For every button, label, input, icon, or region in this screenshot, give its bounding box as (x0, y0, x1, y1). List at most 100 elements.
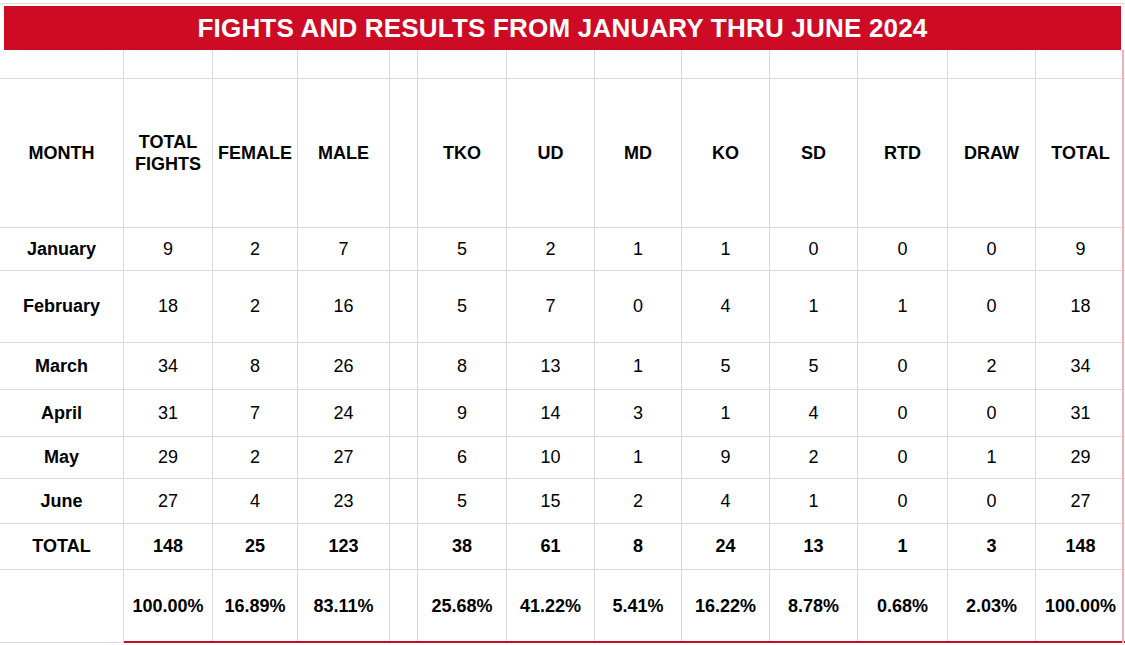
total-value-cell[interactable]: 61 (507, 524, 595, 570)
column-header-sd[interactable]: SD (770, 79, 858, 228)
column-header-ko[interactable]: KO (682, 79, 770, 228)
column-header-spacer[interactable] (390, 79, 418, 228)
value-cell[interactable]: 18 (124, 271, 213, 343)
total-value-cell[interactable]: 123 (298, 524, 390, 570)
empty-cell[interactable] (507, 50, 595, 79)
value-cell[interactable]: 1 (770, 271, 858, 343)
value-cell[interactable]: 23 (298, 479, 390, 524)
spacer-cell[interactable] (390, 524, 418, 570)
value-cell[interactable]: 4 (682, 271, 770, 343)
column-header-md[interactable]: MD (595, 79, 682, 228)
value-cell[interactable]: 2 (213, 228, 298, 271)
column-header-total[interactable]: TOTAL (1036, 79, 1125, 228)
column-header-female[interactable]: FEMALE (213, 79, 298, 228)
value-cell[interactable]: 2 (948, 343, 1036, 390)
value-cell[interactable]: 9 (1036, 228, 1125, 271)
total-value-cell[interactable]: 13 (770, 524, 858, 570)
percent-cell[interactable]: 5.41% (595, 570, 682, 643)
value-cell[interactable]: 16 (298, 271, 390, 343)
value-cell[interactable]: 1 (682, 228, 770, 271)
total-value-cell[interactable]: 25 (213, 524, 298, 570)
value-cell[interactable]: 2 (213, 437, 298, 479)
value-cell[interactable]: 1 (948, 437, 1036, 479)
total-value-cell[interactable]: 1 (858, 524, 948, 570)
value-cell[interactable]: 34 (124, 343, 213, 390)
spacer-cell[interactable] (390, 228, 418, 271)
value-cell[interactable]: 15 (507, 479, 595, 524)
value-cell[interactable]: 8 (213, 343, 298, 390)
value-cell[interactable]: 0 (858, 479, 948, 524)
value-cell[interactable]: 0 (858, 343, 948, 390)
value-cell[interactable]: 0 (595, 271, 682, 343)
empty-cell[interactable] (948, 50, 1036, 79)
empty-cell[interactable] (595, 50, 682, 79)
total-value-cell[interactable]: 148 (124, 524, 213, 570)
value-cell[interactable]: 5 (682, 343, 770, 390)
empty-cell[interactable] (770, 50, 858, 79)
percent-cell[interactable]: 8.78% (770, 570, 858, 643)
spacer-cell[interactable] (390, 390, 418, 437)
value-cell[interactable]: 29 (1036, 437, 1125, 479)
month-cell[interactable]: May (0, 437, 124, 479)
value-cell[interactable]: 18 (1036, 271, 1125, 343)
value-cell[interactable]: 10 (507, 437, 595, 479)
value-cell[interactable]: 9 (682, 437, 770, 479)
percent-cell[interactable]: 100.00% (1036, 570, 1125, 643)
value-cell[interactable]: 27 (124, 479, 213, 524)
empty-cell[interactable] (124, 50, 213, 79)
empty-cell[interactable] (418, 50, 507, 79)
value-cell[interactable]: 7 (298, 228, 390, 271)
value-cell[interactable]: 0 (948, 390, 1036, 437)
percent-cell[interactable]: 25.68% (418, 570, 507, 643)
column-header-tko[interactable]: TKO (418, 79, 507, 228)
percent-cell[interactable]: 16.22% (682, 570, 770, 643)
value-cell[interactable]: 0 (858, 390, 948, 437)
value-cell[interactable]: 13 (507, 343, 595, 390)
value-cell[interactable]: 3 (595, 390, 682, 437)
value-cell[interactable]: 5 (770, 343, 858, 390)
percent-cell[interactable]: 83.11% (298, 570, 390, 643)
total-value-cell[interactable]: 8 (595, 524, 682, 570)
value-cell[interactable]: 0 (858, 437, 948, 479)
percent-cell[interactable]: 0.68% (858, 570, 948, 643)
value-cell[interactable]: 4 (213, 479, 298, 524)
empty-cell[interactable] (682, 50, 770, 79)
percent-cell[interactable]: 2.03% (948, 570, 1036, 643)
value-cell[interactable]: 2 (213, 271, 298, 343)
empty-cell[interactable] (298, 50, 390, 79)
total-label-cell[interactable]: TOTAL (0, 524, 124, 570)
value-cell[interactable]: 1 (770, 479, 858, 524)
value-cell[interactable]: 2 (770, 437, 858, 479)
value-cell[interactable]: 14 (507, 390, 595, 437)
value-cell[interactable]: 6 (418, 437, 507, 479)
empty-cell[interactable] (1036, 50, 1125, 79)
total-value-cell[interactable]: 24 (682, 524, 770, 570)
value-cell[interactable]: 1 (595, 437, 682, 479)
value-cell[interactable]: 0 (858, 228, 948, 271)
value-cell[interactable]: 1 (858, 271, 948, 343)
value-cell[interactable]: 9 (418, 390, 507, 437)
value-cell[interactable]: 1 (595, 228, 682, 271)
column-header-ud[interactable]: UD (507, 79, 595, 228)
value-cell[interactable]: 1 (682, 390, 770, 437)
total-value-cell[interactable]: 3 (948, 524, 1036, 570)
value-cell[interactable]: 5 (418, 228, 507, 271)
column-header-rtd[interactable]: RTD (858, 79, 948, 228)
value-cell[interactable]: 5 (418, 271, 507, 343)
value-cell[interactable]: 7 (507, 271, 595, 343)
empty-cell[interactable] (0, 50, 124, 79)
value-cell[interactable]: 2 (507, 228, 595, 271)
empty-cell[interactable] (858, 50, 948, 79)
value-cell[interactable]: 27 (298, 437, 390, 479)
percent-cell[interactable]: 16.89% (213, 570, 298, 643)
value-cell[interactable]: 26 (298, 343, 390, 390)
month-cell[interactable]: February (0, 271, 124, 343)
spacer-cell[interactable] (390, 437, 418, 479)
value-cell[interactable]: 7 (213, 390, 298, 437)
value-cell[interactable]: 4 (682, 479, 770, 524)
value-cell[interactable]: 9 (124, 228, 213, 271)
value-cell[interactable]: 0 (948, 479, 1036, 524)
value-cell[interactable]: 1 (595, 343, 682, 390)
spacer-cell[interactable] (390, 271, 418, 343)
column-header-male[interactable]: MALE (298, 79, 390, 228)
